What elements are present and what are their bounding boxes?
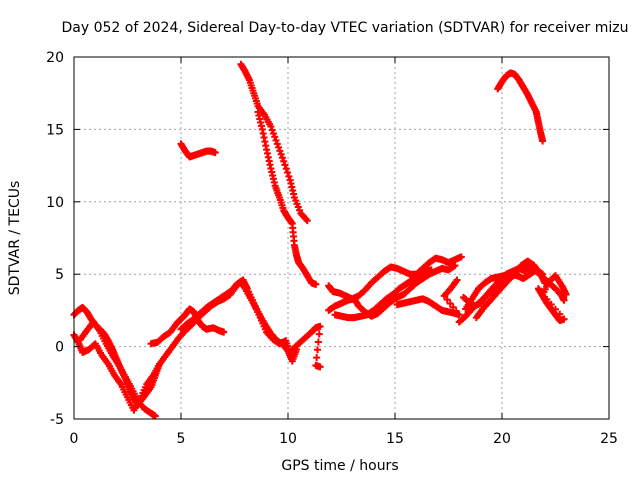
series-arc-e — [147, 305, 228, 348]
data-point — [543, 295, 551, 303]
series-arc-g — [177, 140, 219, 161]
data-point — [316, 363, 324, 371]
data-point — [284, 169, 292, 177]
data-point — [275, 143, 283, 151]
data-point — [552, 305, 559, 313]
data-point — [276, 147, 284, 155]
data-point — [271, 133, 279, 141]
data-points — [70, 60, 570, 420]
data-point — [539, 137, 547, 145]
data-point — [547, 300, 555, 308]
series-arc-r — [534, 272, 570, 325]
y-tick-label: -5 — [50, 412, 64, 428]
data-point — [314, 346, 322, 354]
series-arc-h — [237, 60, 311, 225]
data-point — [282, 165, 290, 173]
data-point — [453, 276, 461, 284]
series-arc-p — [472, 257, 549, 322]
data-point — [312, 280, 320, 288]
series-arc-b — [70, 304, 164, 409]
data-point — [451, 262, 459, 270]
series-arc-l — [331, 266, 435, 322]
series-arc-f — [288, 322, 324, 371]
y-tick-label: 10 — [46, 195, 64, 211]
data-point — [427, 266, 435, 274]
data-point — [315, 330, 323, 338]
data-point — [278, 154, 286, 162]
data-point — [560, 315, 568, 323]
data-point — [449, 303, 457, 311]
series-arc-s — [494, 69, 547, 145]
data-point — [452, 307, 460, 315]
data-point — [443, 296, 451, 304]
x-tick-label: 20 — [493, 431, 511, 447]
data-point — [314, 338, 322, 346]
data-point — [273, 140, 281, 148]
x-tick-label: 10 — [279, 431, 297, 447]
data-point — [272, 136, 280, 144]
data-point — [446, 299, 454, 307]
data-point — [455, 311, 463, 319]
grid-lines — [74, 57, 609, 419]
x-axis-label: GPS time / hours — [281, 458, 398, 474]
series-arc-c — [76, 318, 159, 420]
x-tick-label: 0 — [70, 431, 79, 447]
series-arc-m — [393, 276, 463, 319]
data-point — [316, 322, 324, 330]
data-point — [267, 123, 275, 131]
y-tick-label: 20 — [46, 50, 64, 66]
data-point — [277, 150, 285, 158]
y-tick-label: 15 — [46, 122, 64, 138]
series-arc-i — [254, 108, 320, 288]
x-tick-label: 5 — [177, 431, 186, 447]
chart-title: Day 052 of 2024, Sidereal Day-to-day VTE… — [62, 20, 629, 36]
data-point — [457, 253, 465, 261]
plot-frame — [73, 56, 610, 420]
data-point — [286, 350, 294, 358]
series-arc-q — [459, 264, 530, 310]
data-point — [269, 129, 277, 137]
data-point — [562, 290, 570, 298]
data-point — [281, 161, 289, 169]
y-tick-label: 5 — [55, 267, 64, 283]
x-tick-label: 25 — [600, 431, 618, 447]
y-tick-label: 0 — [55, 340, 64, 356]
data-point — [560, 296, 568, 304]
data-point — [268, 126, 276, 134]
data-point — [303, 217, 311, 225]
y-axis-label: SDTVAR / TECUs — [7, 181, 23, 296]
data-point — [211, 149, 219, 157]
data-point — [220, 328, 228, 336]
data-point — [556, 310, 564, 318]
data-point — [156, 360, 164, 368]
data-point — [280, 157, 288, 165]
data-point — [313, 354, 321, 362]
axis-ticks: 0 5 10 15 20 25 -5 0 5 10 15 20 — [46, 50, 618, 447]
data-point — [151, 412, 159, 420]
data-point — [522, 267, 530, 275]
data-point — [285, 172, 293, 180]
x-tick-label: 15 — [386, 431, 404, 447]
